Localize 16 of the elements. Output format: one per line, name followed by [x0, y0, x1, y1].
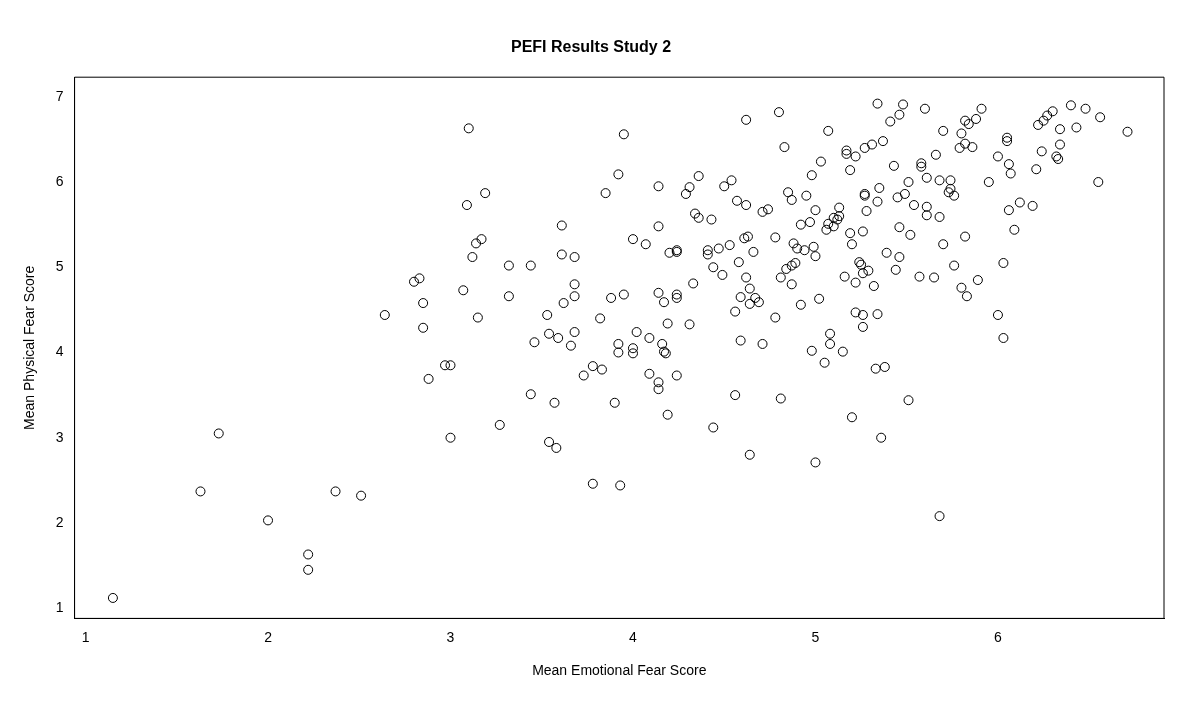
y-tick-label: 4: [55, 343, 64, 360]
x-tick-label: 3: [446, 628, 455, 645]
y-tick-label: 3: [55, 428, 64, 445]
y-tick-label: 5: [55, 258, 64, 275]
x-axis-title: Mean Emotional Fear Score: [532, 662, 707, 679]
y-tick-label: 6: [55, 172, 64, 189]
y-tick-label: 2: [55, 513, 64, 530]
x-tick-label: 1: [81, 628, 90, 645]
y-tick-label: 7: [55, 87, 64, 104]
x-tick-label: 2: [264, 628, 273, 645]
x-tick-label: 4: [629, 628, 638, 645]
y-tick-label: 1: [55, 599, 64, 616]
chart-title: PEFI Results Study 2: [510, 38, 672, 56]
x-tick-label: 6: [994, 628, 1003, 645]
x-tick-label: 5: [811, 628, 820, 645]
y-axis-title: Mean Physical Fear Score: [21, 265, 38, 430]
